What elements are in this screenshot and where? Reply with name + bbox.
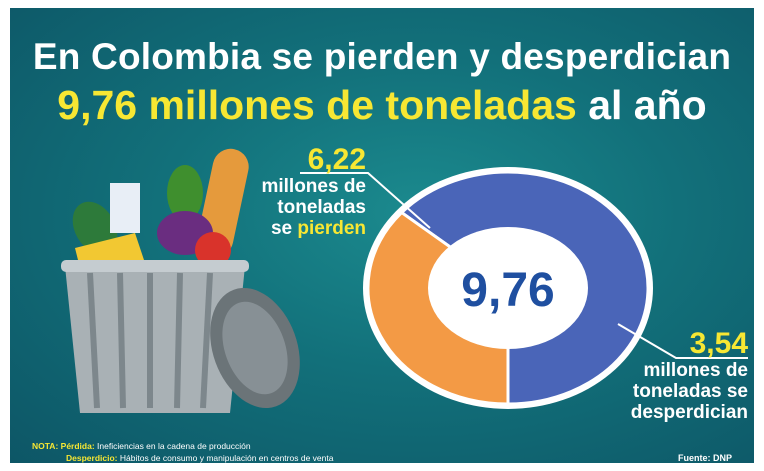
slice-value-waste: 3,54 <box>689 327 748 360</box>
slice-label-waste: 3,54 millones de toneladas se desperdici… <box>616 327 748 424</box>
donut-chart: 9,76 <box>300 167 748 409</box>
footnote-loss-term: Pérdida: <box>60 441 95 451</box>
title-rest: al año <box>588 82 707 128</box>
footnote-prefix: NOTA: <box>32 441 59 451</box>
slice-text-waste-1: millones de <box>643 360 748 381</box>
slice-value-loss: 6,22 <box>307 143 366 176</box>
trash-can-illustration <box>61 148 300 413</box>
leader-line-waste <box>617 323 748 359</box>
slice-highlight-loss: pierden <box>297 218 366 239</box>
footnote-waste-desc: Hábitos de consumo y manipulación en cen… <box>119 453 334 463</box>
slice-text-loss-1: millones de <box>261 176 366 197</box>
title-line-1: En Colombia se pierden y desperdician <box>32 36 732 77</box>
slice-text-waste-2: toneladas se <box>632 381 748 402</box>
slice-text-loss-3: se pierden <box>246 218 366 239</box>
slice-highlight-waste: desperdician <box>630 402 748 423</box>
slice-text-loss-2: toneladas <box>277 197 366 218</box>
footnote-waste-term: Desperdicio: <box>66 453 118 463</box>
footnote: NOTA: Pérdida: Ineficiencias en la caden… <box>32 440 333 463</box>
infographic-card: En Colombia se pierden y desperdician 9,… <box>10 8 754 463</box>
leader-line-loss <box>300 172 431 229</box>
center-total-label: 9,76 <box>461 264 554 317</box>
footnote-loss-desc: Ineficiencias en la cadena de producción <box>97 441 251 451</box>
footnote-loss: NOTA: Pérdida: Ineficiencias en la caden… <box>32 440 333 452</box>
title-highlight: 9,76 millones de toneladas <box>57 82 577 128</box>
slice-text-loss-3a: se <box>270 218 293 239</box>
donut-hole <box>428 227 588 349</box>
slice-label-loss: 6,22 millones de toneladas se pierden <box>246 143 366 240</box>
footnote-waste: Desperdicio: Hábitos de consumo y manipu… <box>32 452 333 463</box>
source-label: Fuente: DNP <box>678 453 732 463</box>
title-line-2: 9,76 millones de toneladas al año <box>10 82 754 129</box>
